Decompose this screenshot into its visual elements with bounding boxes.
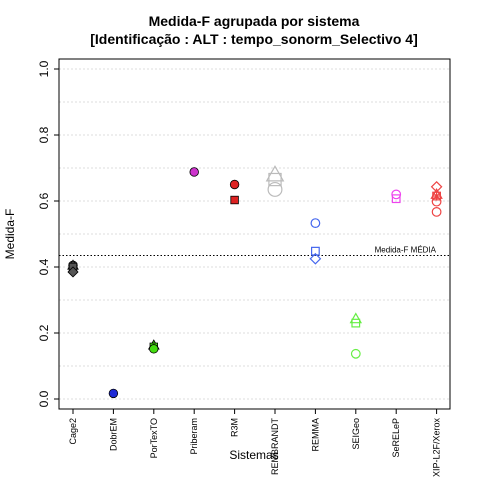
x-tick-label: R3M: [230, 418, 240, 437]
triangle-marker: [349, 312, 363, 324]
x-tick-label: Cage2: [68, 418, 78, 445]
plot-area: 0.0 0.2 0.4 0.6 0.8 1.0 Cage2 DobrEM PorTexTO Pri…: [37, 58, 451, 478]
circle-marker: [149, 344, 159, 354]
y-tick-label: 0.6: [37, 192, 51, 209]
square-marker: [311, 246, 320, 256]
diamond-marker: [309, 252, 322, 265]
chart-subtitle: [Identificação : ALT : tempo_sonorm_Sele…: [90, 31, 418, 47]
diamond-marker: [67, 266, 79, 278]
square-marker: [268, 172, 282, 187]
x-tick-label: Priberam: [189, 418, 199, 455]
square-marker: [351, 318, 361, 328]
x-tick-label: REMMA: [310, 418, 320, 452]
square-marker: [391, 194, 401, 204]
circle-marker: [431, 206, 442, 217]
x-tick-label: SeRELeP: [391, 418, 401, 458]
circle-marker: [350, 348, 361, 359]
y-axis-label: Medida-F: [3, 209, 17, 260]
x-tick-label: XIP-L2F/Xerox: [432, 418, 442, 478]
y-tick-label: 0.0: [37, 390, 51, 407]
circle-marker: [267, 181, 283, 197]
chart-title: Medida-F agrupada por sistema: [149, 13, 360, 29]
y-tick-label: 0.8: [37, 126, 51, 143]
circle-marker: [310, 218, 321, 229]
circle-marker: [189, 167, 199, 177]
circle-marker: [229, 179, 240, 190]
y-tick-label: 0.2: [37, 324, 51, 341]
plot-frame: [58, 58, 451, 410]
x-axis-label: Sistemas: [229, 448, 278, 462]
y-tick-label: 0.4: [37, 258, 51, 275]
circle-marker: [431, 196, 442, 207]
x-tick-label: REMBRANDT: [270, 418, 280, 476]
y-tick-label: 1.0: [37, 60, 51, 77]
x-tick-label: DobrEM: [108, 418, 118, 451]
circle-marker: [108, 388, 119, 399]
x-tick-label: SEIGeo: [351, 418, 361, 450]
average-line-label: Medida-F MÉDIA: [375, 245, 437, 254]
square-marker: [230, 195, 239, 205]
x-tick-label: PorTexTO: [149, 418, 159, 458]
